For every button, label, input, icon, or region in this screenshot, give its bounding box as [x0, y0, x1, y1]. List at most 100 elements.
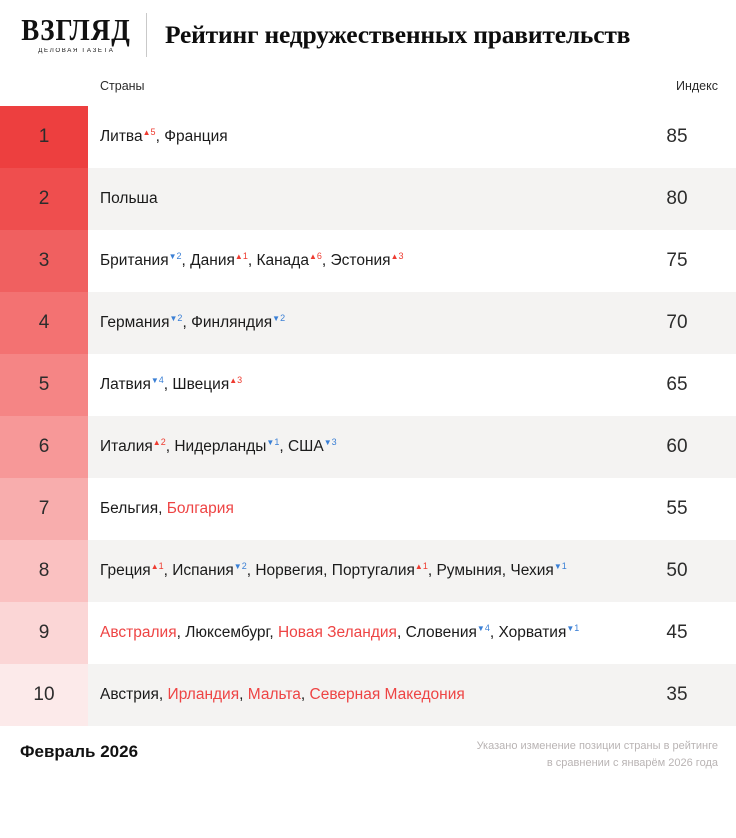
index-cell: 35 — [628, 664, 736, 726]
arrow-down-icon: ▼4 — [476, 622, 490, 633]
table-row: 9 Австралия, Люксембург, Новая Зеландия, … — [0, 602, 736, 664]
country-name-new: Ирландия — [167, 685, 240, 703]
arrow-up-icon: ▲3 — [229, 374, 243, 385]
page-title: Рейтинг недружественных правительств — [165, 20, 631, 49]
index-cell: 85 — [628, 106, 736, 168]
countries-text: Латвия▼4, Швеция▲3 — [100, 374, 243, 393]
country-name: Польша — [100, 189, 158, 207]
arrow-down-icon: ▼2 — [169, 312, 183, 323]
arrow-down-icon: ▼1 — [566, 622, 580, 633]
logo-tagline: ДЕЛОВАЯ ГАЗЕТА — [37, 47, 115, 54]
country-name: Бельгия — [100, 499, 159, 517]
column-header-countries: Страны — [100, 79, 145, 93]
country-name: США — [287, 437, 324, 455]
country-name: Италия — [100, 437, 153, 455]
rank-cell: 5 — [0, 354, 88, 416]
position-delta: 3 — [398, 250, 404, 261]
country-name: Латвия — [100, 375, 151, 393]
index-cell: 80 — [628, 168, 736, 230]
index-cell: 45 — [628, 602, 736, 664]
country-name: Германия — [100, 313, 170, 331]
arrow-up-icon: ▲1 — [150, 560, 164, 571]
countries-cell: Греция▲1, Испания▼2, Норвегия, Португали… — [88, 540, 628, 602]
countries-text: Бельгия, Болгария — [100, 499, 234, 517]
countries-text: Австралия, Люксембург, Новая Зеландия, С… — [100, 622, 580, 641]
countries-text: Литва▲5, Франция — [100, 126, 228, 145]
country-name: Литва — [100, 127, 143, 145]
position-delta: 2 — [177, 312, 183, 323]
rank-cell: 3 — [0, 230, 88, 292]
table-row: 1 Литва▲5, Франция 85 — [0, 106, 736, 168]
rank-cell: 7 — [0, 478, 88, 540]
position-delta: 6 — [316, 250, 322, 261]
arrow-up-icon: ▲3 — [390, 250, 404, 261]
country-name: Дания — [190, 251, 235, 269]
logo-wordmark: ВЗГЛЯД — [21, 12, 131, 47]
table-row: 7 Бельгия, Болгария 55 — [0, 478, 736, 540]
position-delta: 1 — [574, 622, 580, 633]
footer-note-line1: Указано изменение позиции страны в рейти… — [476, 740, 718, 752]
rank-cell: 2 — [0, 168, 88, 230]
arrow-up-icon: ▲5 — [142, 126, 156, 137]
arrow-down-icon: ▼2 — [168, 250, 182, 261]
country-name: Норвегия — [255, 561, 324, 579]
index-cell: 65 — [628, 354, 736, 416]
countries-text: Австрия, Ирландия, Мальта, Северная Маке… — [100, 685, 465, 703]
country-name-new: Северная Македония — [309, 685, 465, 703]
country-name: Австрия — [100, 685, 159, 703]
table-row: 4 Германия▼2, Финляндия▼2 70 — [0, 292, 736, 354]
countries-cell: Литва▲5, Франция — [88, 106, 628, 168]
country-name: Франция — [164, 127, 228, 145]
index-cell: 50 — [628, 540, 736, 602]
rank-cell: 10 — [0, 664, 88, 726]
countries-text: Германия▼2, Финляндия▼2 — [100, 312, 286, 331]
index-cell: 55 — [628, 478, 736, 540]
column-headers: Страны Индекс — [0, 70, 736, 105]
table-row: 10 Австрия, Ирландия, Мальта, Северная Ма… — [0, 664, 736, 726]
country-name-new: Новая Зеландия — [277, 623, 397, 641]
position-delta: 2 — [241, 560, 247, 571]
countries-cell: Австрия, Ирландия, Мальта, Северная Маке… — [88, 664, 628, 726]
rank-cell: 1 — [0, 106, 88, 168]
arrow-up-icon: ▲1 — [234, 250, 248, 261]
footer-month: Февраль 2026 — [20, 742, 139, 761]
index-cell: 60 — [628, 416, 736, 478]
arrow-down-icon: ▼1 — [553, 560, 567, 571]
ranking-table: 1 Литва▲5, Франция 85 2 Польша 80 3 Британия▼2,… — [0, 105, 736, 726]
position-delta: 5 — [150, 126, 156, 137]
countries-cell: Польша — [88, 168, 628, 230]
footer: Февраль 2026 Указано изменение позиции с… — [0, 726, 736, 792]
country-name: Британия — [100, 251, 169, 269]
position-delta: 1 — [274, 436, 280, 447]
position-delta: 1 — [422, 560, 428, 571]
country-name: Эстония — [330, 251, 391, 269]
footer-note: Указано изменение позиции страны в рейти… — [477, 738, 718, 771]
countries-text: Польша — [100, 188, 158, 210]
countries-cell: Германия▼2, Финляндия▼2 — [88, 292, 628, 354]
rank-cell: 8 — [0, 540, 88, 602]
table-row: 2 Польша 80 — [0, 168, 736, 230]
country-name: Люксембург — [185, 623, 270, 641]
countries-cell: Италия▲2, Нидерланды▼1, США▼3 — [88, 416, 628, 478]
arrow-down-icon: ▼3 — [323, 436, 337, 447]
position-delta: 1 — [242, 250, 248, 261]
arrow-up-icon: ▲1 — [414, 560, 428, 571]
position-delta: 2 — [160, 436, 166, 447]
arrow-down-icon: ▼4 — [150, 374, 164, 385]
country-name: Швеция — [172, 375, 230, 393]
table-row: 3 Британия▼2, Дания▲1, Канада▲6, Эстония▲… — [0, 230, 736, 292]
index-cell: 75 — [628, 230, 736, 292]
arrow-down-icon: ▼1 — [266, 436, 280, 447]
countries-cell: Британия▼2, Дания▲1, Канада▲6, Эстония▲3 — [88, 230, 628, 292]
countries-text: Италия▲2, Нидерланды▼1, США▼3 — [100, 436, 337, 455]
country-name: Нидерланды — [174, 437, 267, 455]
arrow-up-icon: ▲2 — [152, 436, 166, 447]
country-name: Румыния — [436, 561, 502, 579]
rank-cell: 9 — [0, 602, 88, 664]
arrow-up-icon: ▲6 — [308, 250, 322, 261]
rank-cell: 6 — [0, 416, 88, 478]
country-name: Чехия — [510, 561, 554, 579]
header-divider — [146, 13, 147, 57]
country-name: Греция — [100, 561, 151, 579]
rank-cell: 4 — [0, 292, 88, 354]
